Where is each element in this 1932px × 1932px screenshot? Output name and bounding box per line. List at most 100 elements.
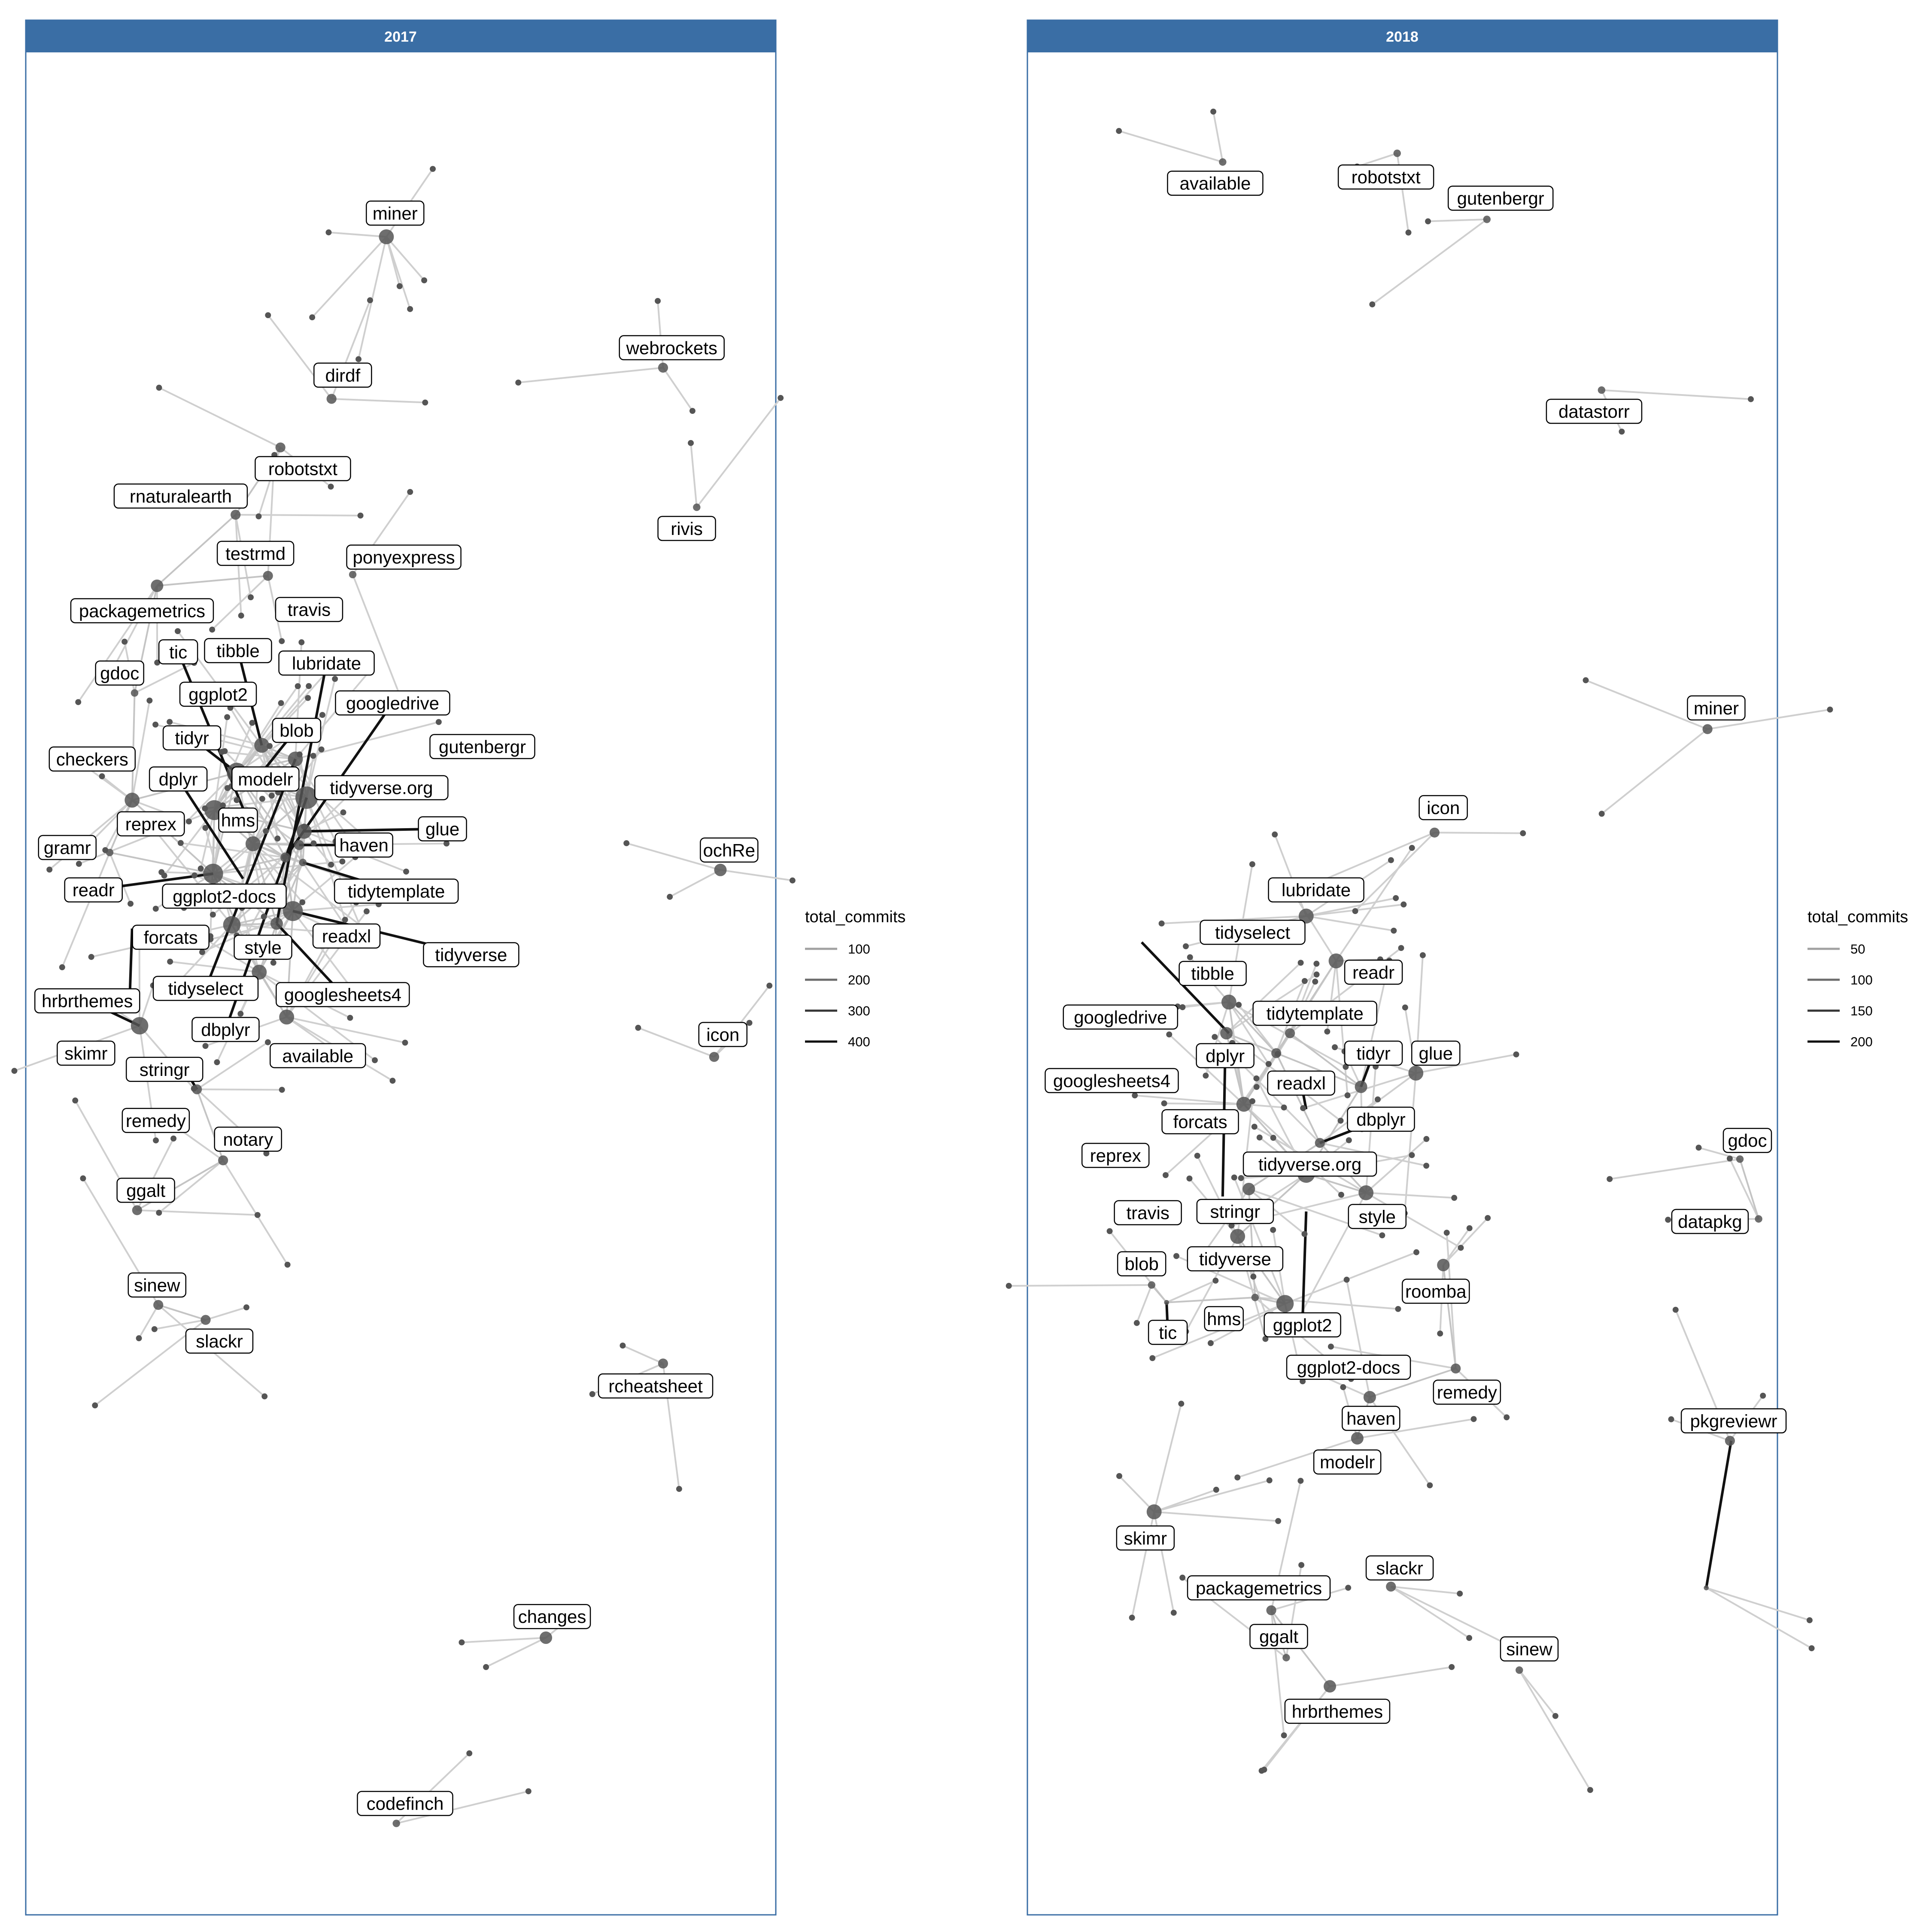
node bbox=[59, 964, 65, 970]
node bbox=[766, 982, 773, 989]
node bbox=[1178, 1400, 1185, 1407]
node-label-datapkg: datapkg bbox=[1671, 1209, 1749, 1234]
node-label-miner: miner bbox=[366, 200, 425, 226]
node-hub bbox=[151, 579, 164, 592]
node bbox=[265, 312, 271, 319]
node-hub bbox=[254, 738, 270, 753]
node-label-text: gdoc bbox=[1728, 1130, 1767, 1151]
node bbox=[1253, 1075, 1260, 1081]
node bbox=[689, 408, 696, 414]
node-label-slackr: slackr bbox=[1365, 1555, 1434, 1581]
node bbox=[1203, 1072, 1209, 1079]
node bbox=[1388, 857, 1394, 863]
edge bbox=[1609, 1158, 1740, 1180]
node-label-text: rnaturalearth bbox=[130, 486, 232, 506]
node-label-box bbox=[49, 746, 136, 772]
node-label-text: reprex bbox=[1090, 1145, 1141, 1166]
node-hub bbox=[1386, 1581, 1396, 1592]
node-label-text: packagemetrics bbox=[1196, 1578, 1322, 1598]
edge bbox=[1357, 152, 1397, 167]
edge bbox=[156, 514, 237, 586]
node-label-box bbox=[1116, 1525, 1175, 1551]
node-label-tibble: tibble bbox=[1179, 960, 1247, 986]
node bbox=[435, 719, 442, 725]
edge bbox=[328, 231, 387, 238]
node-hub bbox=[1219, 158, 1227, 166]
node-label-box bbox=[1411, 1040, 1461, 1066]
node bbox=[1301, 978, 1308, 984]
edge bbox=[1285, 1251, 1417, 1305]
edge bbox=[1226, 962, 1301, 1034]
node bbox=[199, 949, 205, 955]
node-label-changes: changes bbox=[513, 1604, 591, 1629]
node-label-box bbox=[698, 1022, 747, 1047]
node-label-text: tidyr bbox=[1356, 1043, 1390, 1063]
node-label-forcats: forcats bbox=[1161, 1109, 1239, 1134]
edge bbox=[131, 693, 136, 800]
node-label-ochre: ochRe bbox=[700, 837, 759, 863]
node bbox=[332, 676, 338, 682]
node-label-text: tibble bbox=[216, 641, 259, 661]
edge bbox=[1306, 915, 1394, 932]
node-hub bbox=[349, 571, 357, 578]
node-label-tidytemplate: tidytemplate bbox=[1252, 1000, 1377, 1026]
node-label-text: ggplot2-docs bbox=[1297, 1358, 1400, 1378]
edge bbox=[138, 1304, 159, 1339]
node-label-box bbox=[218, 807, 258, 833]
edge bbox=[486, 1637, 547, 1668]
node bbox=[1312, 978, 1318, 985]
node-hub bbox=[1323, 1680, 1337, 1693]
node-label-text: forcats bbox=[144, 927, 198, 948]
node-hub bbox=[1702, 724, 1713, 734]
edge-strong bbox=[1705, 1440, 1733, 1588]
node bbox=[525, 1788, 532, 1795]
node-hub bbox=[296, 823, 312, 839]
node bbox=[1166, 1031, 1173, 1038]
node bbox=[1398, 945, 1404, 951]
node bbox=[80, 1175, 86, 1182]
node-label-text: style bbox=[1359, 1206, 1396, 1227]
node-label-box bbox=[38, 835, 97, 860]
edge bbox=[1274, 834, 1307, 917]
node-label-blob: blob bbox=[1117, 1251, 1166, 1276]
node bbox=[444, 840, 450, 847]
node-label-text: changes bbox=[518, 1607, 586, 1627]
node-hub bbox=[1236, 1097, 1252, 1112]
node-label-box bbox=[1344, 960, 1403, 985]
node-label-text: reprex bbox=[125, 814, 176, 834]
edge bbox=[1212, 111, 1224, 162]
edge bbox=[1233, 1177, 1286, 1304]
node-hub bbox=[192, 1084, 202, 1094]
node-label-gdoc: gdoc bbox=[95, 660, 144, 686]
node-hub bbox=[1363, 1391, 1376, 1403]
node-label-box bbox=[598, 1373, 714, 1399]
node-hub bbox=[218, 1155, 228, 1166]
node bbox=[255, 513, 262, 519]
edge bbox=[1306, 897, 1396, 917]
edge bbox=[638, 1027, 715, 1058]
node bbox=[298, 639, 305, 645]
node-label-box bbox=[357, 1791, 453, 1816]
node-hub bbox=[1351, 1432, 1364, 1445]
node-label-box bbox=[1264, 1312, 1341, 1338]
node bbox=[430, 166, 436, 172]
edge bbox=[1706, 1587, 1812, 1649]
node-label-readxl: readxl bbox=[312, 923, 381, 949]
node-hub bbox=[1298, 908, 1314, 924]
node bbox=[1808, 1645, 1815, 1652]
node bbox=[202, 1043, 209, 1049]
node bbox=[309, 314, 316, 321]
node bbox=[688, 440, 694, 446]
node-label-box bbox=[125, 1057, 204, 1082]
node bbox=[1183, 943, 1189, 950]
node bbox=[1726, 1155, 1733, 1162]
node-hub bbox=[252, 964, 267, 980]
node-label-ggalt: ggalt bbox=[116, 1178, 175, 1203]
node-label-box bbox=[1196, 1043, 1255, 1069]
node-label-box bbox=[1161, 1109, 1239, 1134]
node-hub bbox=[379, 229, 394, 244]
node bbox=[1345, 1585, 1352, 1591]
node-label-box bbox=[418, 816, 467, 841]
node-label-box bbox=[122, 1108, 190, 1133]
node bbox=[1116, 128, 1122, 134]
